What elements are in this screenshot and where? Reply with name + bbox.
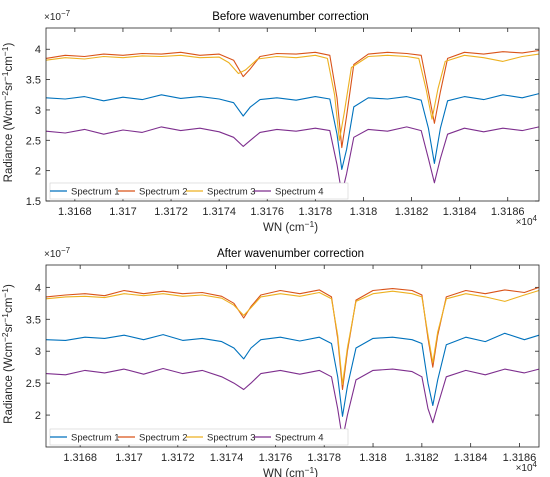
chart-panel-2: After wavenumber correction×10−7×1041.31… [0,246,540,477]
y-axis-label-part: Radiance (Wcm [3,101,15,183]
series-line-spectrum-1 [45,93,540,170]
legend: Spectrum 1 Spectrum 2 Spectrum 3 Spectrum 4 [49,428,349,446]
legend-label: Spectrum 1 [71,187,120,198]
legend-item-spectrum-2: Spectrum 2 [118,433,188,444]
series-line-spectrum-4 [45,126,540,195]
legend-item-spectrum-1: Spectrum 1 [50,433,120,444]
y-tick-label: 2 [35,410,41,422]
series-line-spectrum-4 [45,367,540,440]
x-tick-label: 1.317 [115,452,143,464]
y-axis-label-part: ) [3,284,15,288]
legend-label: Spectrum 4 [275,187,324,198]
series-line-spectrum-2 [45,49,540,149]
y-axis-label-part: −1 [0,313,10,323]
y-tick-label: 4 [35,44,41,56]
y-axis-exponent-power: −7 [61,9,71,18]
y-tick-label: 2.5 [26,378,41,390]
y-axis-label: Radiance (Wcm−2sr−1cm−1) [0,42,15,182]
x-axis-exponent-base: ×10 [516,463,533,474]
x-axis-label: WN (cm−1) [263,465,318,477]
y-axis-label-part: sr [3,81,15,91]
y-axis-exponent-base: ×10 [44,12,61,23]
x-axis-exponent: ×104 [516,460,538,474]
legend-item-spectrum-3: Spectrum 3 [186,433,256,444]
x-tick-label: 1.317 [109,206,137,218]
y-tick-label: 1.5 [26,196,41,208]
x-axis-label-part: WN (cm [263,222,305,234]
chart-panel-1: Before wavenumber correction×10−7×1041.3… [0,9,540,234]
axes-box [45,264,540,448]
y-tick-label: 2 [35,166,41,178]
x-axis-label-part: ) [314,468,318,477]
legend-item-spectrum-1: Spectrum 1 [50,187,120,198]
y-axis-label-part: −2 [0,332,10,342]
legend-label: Spectrum 4 [275,433,324,444]
y-axis-label-part: Radiance (Wcm [3,342,15,424]
x-tick-label: 1.3182 [405,452,439,464]
chart-title: After wavenumber correction [217,248,364,260]
chart-title: Before wavenumber correction [212,11,369,23]
x-tick-label: 1.3174 [202,206,236,218]
x-tick-label: 1.3182 [395,206,429,218]
y-axis-exponent-power: −7 [61,246,71,255]
x-tick-label: 1.3168 [63,452,97,464]
y-axis-label-part: −1 [0,288,10,298]
y-axis-label-part: sr [3,323,15,333]
x-tick-label: 1.3178 [299,206,333,218]
x-tick-label: 1.3176 [250,206,284,218]
x-axis-exponent-power: 4 [533,460,538,469]
x-axis-label-part: ) [314,222,318,234]
x-axis-label-part: −1 [304,465,314,475]
y-axis-exponent: ×10−7 [44,9,71,23]
x-tick-label: 1.3184 [443,206,477,218]
y-axis-label-part: −1 [0,46,10,56]
x-tick-label: 1.3186 [503,452,537,464]
legend-item-spectrum-3: Spectrum 3 [186,187,256,198]
legend-item-spectrum-2: Spectrum 2 [118,187,188,198]
legend-item-spectrum-4: Spectrum 4 [254,433,324,444]
y-tick-label: 2.5 [26,135,41,147]
y-tick-label: 3 [35,346,41,358]
x-tick-label: 1.318 [359,452,387,464]
x-tick-label: 1.3186 [491,206,525,218]
x-axis-label-part: −1 [304,219,314,229]
x-tick-label: 1.3168 [58,206,92,218]
x-tick-label: 1.3174 [210,452,244,464]
legend-label: Spectrum 1 [71,433,120,444]
y-tick-label: 3.5 [26,314,41,326]
x-axis-exponent-base: ×10 [516,217,533,228]
y-axis-exponent-base: ×10 [44,249,61,260]
x-tick-label: 1.3176 [259,452,293,464]
x-axis-exponent-power: 4 [533,214,538,223]
y-axis-label-part: ) [3,42,15,46]
y-axis-exponent: ×10−7 [44,246,71,260]
legend-label: Spectrum 3 [207,433,256,444]
series-line-spectrum-1 [45,332,540,417]
y-axis-label-part: −1 [0,71,10,81]
x-axis-label: WN (cm−1) [263,219,318,234]
x-tick-label: 1.3184 [454,452,488,464]
y-axis-label-part: cm [3,298,15,313]
y-tick-label: 3 [35,105,41,117]
x-tick-label: 1.3172 [154,206,188,218]
legend-item-spectrum-4: Spectrum 4 [254,187,324,198]
series-line-spectrum-3 [45,289,540,385]
y-tick-label: 4 [35,282,41,294]
series-line-spectrum-3 [45,53,540,141]
y-axis-label: Radiance (Wcm−2sr−1cm−1) [0,284,15,424]
axes-box [45,27,540,202]
legend: Spectrum 1 Spectrum 2 Spectrum 3 Spectrum 4 [49,182,349,200]
y-axis-label-part: cm [3,56,15,71]
x-axis-label-part: WN (cm [263,468,305,477]
x-tick-label: 1.3178 [307,452,341,464]
legend-label: Spectrum 2 [139,187,188,198]
y-axis-label-part: −2 [0,91,10,101]
legend-label: Spectrum 3 [207,187,256,198]
x-axis-exponent: ×104 [516,214,538,228]
y-tick-label: 3.5 [26,75,41,87]
legend-label: Spectrum 2 [139,433,188,444]
x-tick-label: 1.318 [350,206,378,218]
x-tick-label: 1.3172 [161,452,195,464]
